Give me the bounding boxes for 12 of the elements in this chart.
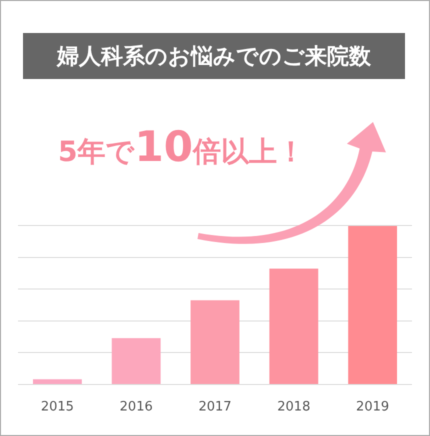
bar	[348, 226, 398, 384]
bar	[32, 379, 82, 384]
x-tick-label: 2018	[277, 400, 310, 415]
x-tick-label: 2015	[40, 400, 74, 415]
x-tick-label: 2016	[120, 400, 153, 415]
chart-title: 婦人科系のお悩みでのご来院数	[56, 44, 372, 70]
bar	[190, 300, 240, 384]
bar	[269, 268, 318, 384]
x-tick-label: 2017	[198, 400, 232, 415]
bar	[112, 338, 161, 384]
x-tick-label: 2019	[356, 400, 390, 415]
text: 5年で10倍以上！	[58, 122, 305, 171]
